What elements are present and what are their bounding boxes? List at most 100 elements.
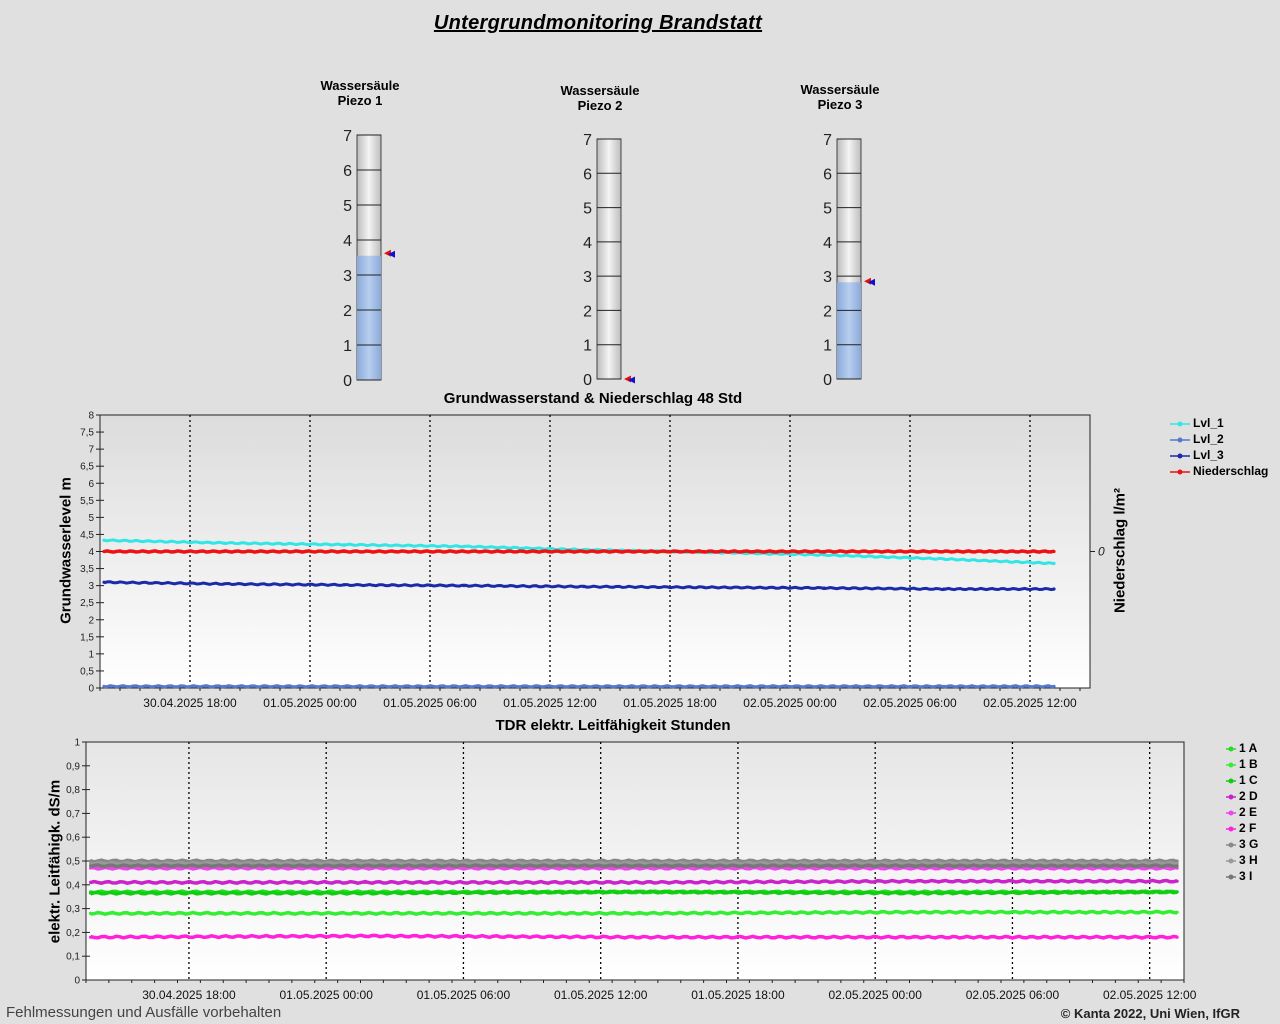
data-point xyxy=(102,538,106,542)
legend-swatch-icon xyxy=(1226,826,1236,832)
legend-item: 2 F xyxy=(1226,820,1256,836)
data-point xyxy=(222,549,226,554)
data-point xyxy=(462,549,466,554)
gauge-tick-label: 5 xyxy=(823,201,832,218)
x-tick-label: 30.04.2025 18:00 xyxy=(142,988,236,1002)
gauge-marker-blue-icon xyxy=(868,278,875,286)
legend-item: 1 A xyxy=(1226,740,1257,756)
legend-label: 2 E xyxy=(1239,805,1258,819)
data-point xyxy=(363,864,367,868)
y-tick-label: 3 xyxy=(88,581,94,592)
gauge-title-line2: Piezo 3 xyxy=(817,97,863,112)
legend-swatch-icon xyxy=(1170,421,1190,427)
x-tick-label: 30.04.2025 18:00 xyxy=(143,696,237,710)
data-point xyxy=(89,861,93,865)
legend-swatch-icon xyxy=(1226,762,1236,768)
gauge-title-line1: Wassersäule xyxy=(560,83,640,98)
data-point xyxy=(638,935,642,939)
gauge-3: 0 1 2 3 4 5 6 7 xyxy=(823,132,875,389)
gauge-tick-label: 6 xyxy=(823,166,832,183)
data-point xyxy=(222,582,226,586)
data-point xyxy=(89,864,93,868)
gauge-marker-blue-icon xyxy=(388,250,395,258)
conductivity-chart: 0 0,1 0,2 0,3 0,4 0,5 0,6 0,7 0,8 0,9 1 30.04.2025 … xyxy=(66,738,1197,1003)
legend-swatch-icon xyxy=(1226,794,1236,800)
gauge-fill xyxy=(837,282,861,379)
data-point xyxy=(1052,549,1056,554)
gauge-tick-label: 2 xyxy=(823,303,832,320)
gauge-tick-label: 6 xyxy=(583,166,592,183)
data-point xyxy=(1052,561,1056,565)
legend-swatch-icon xyxy=(1226,810,1236,816)
gauge-title-1: Wassersäule Piezo 1 xyxy=(300,78,420,108)
gauge-tick-label: 4 xyxy=(583,235,592,252)
gauge-marker-red-icon xyxy=(624,375,631,383)
x-tick-label: 01.05.2025 00:00 xyxy=(279,988,373,1002)
data-point xyxy=(342,684,346,688)
x-tick-label: 01.05.2025 12:00 xyxy=(554,988,648,1002)
gauge-tick-label: 0 xyxy=(343,373,352,390)
data-point xyxy=(702,549,706,554)
data-point xyxy=(702,585,706,589)
data-point xyxy=(1175,935,1179,939)
data-point xyxy=(1175,890,1179,894)
gauge-title-3: Wassersäule Piezo 3 xyxy=(780,82,900,112)
data-point xyxy=(582,684,586,688)
legend-swatch-icon xyxy=(1226,746,1236,752)
y-tick-label: 4 xyxy=(88,547,94,558)
data-point xyxy=(342,543,346,547)
y-tick-label: 0,2 xyxy=(66,928,80,939)
gauge-tick-label: 7 xyxy=(823,132,832,149)
legend-label: 2 D xyxy=(1239,789,1258,803)
chart2-title: TDR elektr. Leitfähigkeit Stunden xyxy=(495,717,731,734)
data-point xyxy=(1175,864,1179,868)
data-point xyxy=(222,684,226,688)
legend-label: Lvl_1 xyxy=(1193,416,1224,430)
x-tick-label: 02.05.2025 00:00 xyxy=(743,696,837,710)
data-point xyxy=(102,580,106,584)
data-point xyxy=(462,584,466,588)
chart1-title: Grundwasserstand & Niederschlag 48 Std xyxy=(443,390,743,407)
data-point xyxy=(912,864,916,868)
data-point xyxy=(822,553,826,557)
y-tick-label: 1 xyxy=(74,738,80,749)
legend-item: Lvl_3 xyxy=(1170,447,1224,463)
x-tick-label: 01.05.2025 06:00 xyxy=(383,696,477,710)
data-point xyxy=(912,910,916,914)
y-tick-label: 0 xyxy=(74,976,80,987)
data-point xyxy=(912,861,916,865)
y-tick-label: 1,5 xyxy=(80,632,94,643)
data-point xyxy=(638,911,642,915)
x-tick-label: 02.05.2025 06:00 xyxy=(863,696,957,710)
data-point xyxy=(822,586,826,590)
gauge-marker-red-icon xyxy=(384,249,391,257)
y-tick-label: 7,5 xyxy=(80,428,94,439)
page-title: Untergrundmonitoring Brandstatt xyxy=(433,12,763,34)
gauge-title-line1: Wassersäule xyxy=(320,78,400,93)
data-point xyxy=(1052,587,1056,591)
gauge-tick-label: 3 xyxy=(343,268,352,285)
legend-swatch-icon xyxy=(1170,453,1190,459)
data-point xyxy=(582,549,586,554)
x-tick-label: 02.05.2025 06:00 xyxy=(966,988,1060,1002)
legend-item: 1 C xyxy=(1226,772,1258,788)
data-point xyxy=(942,549,946,554)
data-point xyxy=(342,583,346,587)
data-point xyxy=(102,684,106,688)
data-point xyxy=(912,935,916,939)
data-point xyxy=(822,549,826,554)
y-tick-label: 0,5 xyxy=(66,857,80,868)
legend-label: Lvl_3 xyxy=(1193,448,1224,462)
x-tick-label: 02.05.2025 12:00 xyxy=(983,696,1077,710)
x-tick-label: 01.05.2025 00:00 xyxy=(263,696,357,710)
gauge-tick-label: 4 xyxy=(343,233,352,250)
y-tick-label: 6 xyxy=(88,479,94,490)
y-tick-label: 7 xyxy=(88,445,94,456)
series-line-2-d xyxy=(90,878,1178,886)
gauge-fill xyxy=(357,255,381,380)
legend-label: 1 C xyxy=(1239,773,1258,787)
y-tick-label: 0,6 xyxy=(66,833,80,844)
gauge-tick-label: 2 xyxy=(343,303,352,320)
y-tick-label: 0,1 xyxy=(66,952,80,963)
y-tick-label: 0,3 xyxy=(66,904,80,915)
